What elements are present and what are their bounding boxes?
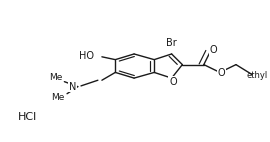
Text: HO: HO <box>79 51 94 61</box>
Text: O: O <box>210 45 218 55</box>
Text: Me: Me <box>49 73 62 82</box>
Text: N: N <box>69 82 76 92</box>
Text: O: O <box>169 77 177 87</box>
Text: Me: Me <box>51 93 64 102</box>
Text: HCl: HCl <box>18 112 37 122</box>
Text: Br: Br <box>166 38 177 48</box>
Text: ethyl: ethyl <box>246 71 268 81</box>
Text: O: O <box>217 68 225 78</box>
